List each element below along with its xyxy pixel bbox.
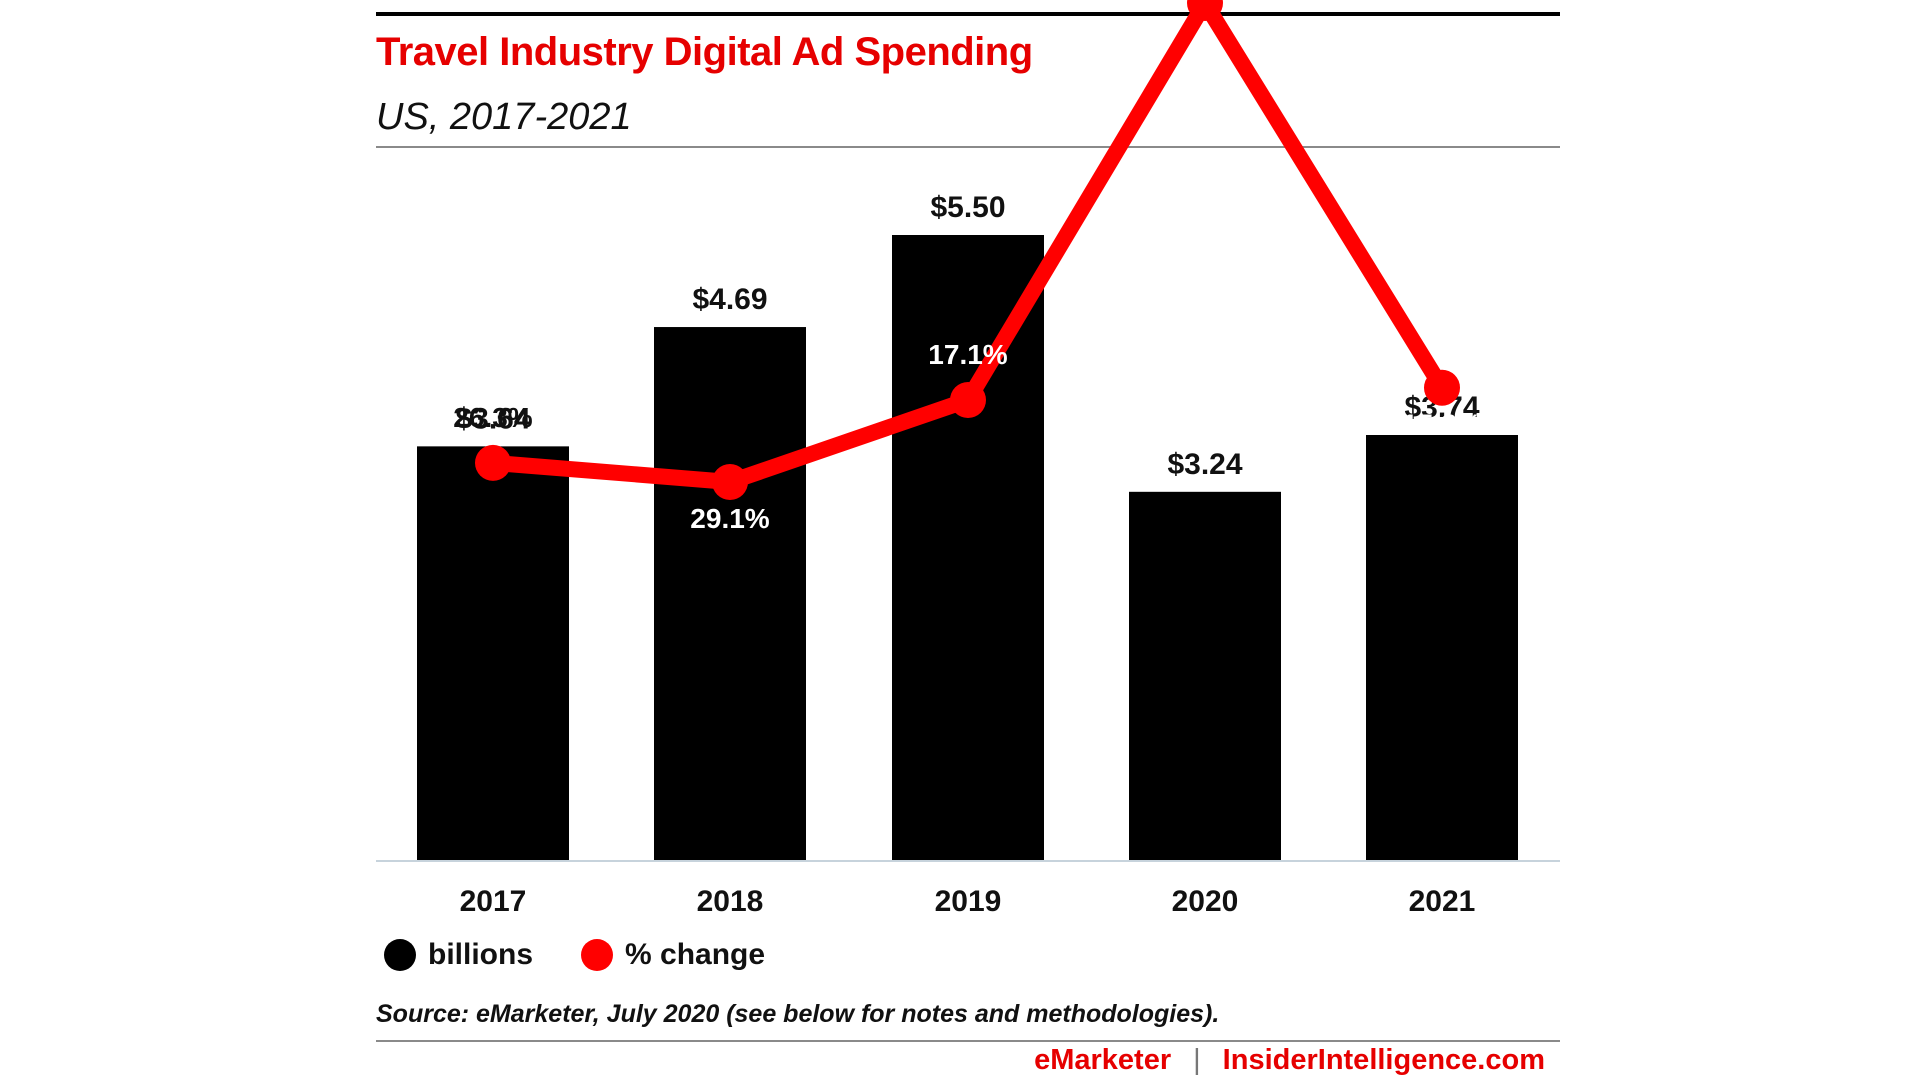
footer-separator: | — [1193, 1044, 1201, 1076]
source-note: Source: eMarketer, July 2020 (see below … — [376, 1000, 1220, 1028]
change-point-2019 — [950, 382, 986, 418]
change-value-label-2018: 29.1% — [690, 503, 769, 534]
change-point-2018 — [712, 463, 748, 500]
bar-2021 — [1366, 435, 1518, 860]
change-point-2017 — [475, 444, 511, 481]
bar-value-label-2020: $3.24 — [1167, 448, 1242, 481]
bar-2017 — [417, 446, 569, 860]
bar-value-label-2019: $5.50 — [930, 191, 1005, 224]
bar-2020 — [1129, 491, 1281, 860]
footer-brand-emarketer: eMarketer — [1034, 1044, 1172, 1076]
chart-subtitle: US, 2017-2021 — [376, 96, 632, 138]
legend-label-billions: billions — [428, 938, 533, 971]
change-value-label-2021: 15.3% — [1402, 409, 1481, 440]
change-point-2021 — [1424, 369, 1460, 406]
legend-item-change: % change — [581, 938, 765, 972]
x-tick-label-2019: 2019 — [935, 885, 1002, 918]
bar-2018 — [654, 327, 806, 861]
top-rule — [376, 12, 1560, 16]
change-value-label-2019: 17.1% — [928, 339, 1007, 370]
x-tick-label-2020: 2020 — [1172, 885, 1239, 918]
x-tick-label-2021: 2021 — [1409, 885, 1476, 918]
footer-brand-site: InsiderIntelligence.com — [1222, 1044, 1545, 1076]
x-tick-label-2017: 2017 — [460, 885, 527, 918]
legend-swatch-change — [581, 939, 613, 971]
legend-swatch-billions — [384, 939, 416, 971]
bar-value-label-2017: $3.64 — [455, 402, 530, 435]
legend-item-billions: billions — [384, 938, 533, 972]
footer-brand: eMarketer | InsiderIntelligence.com — [1034, 1044, 1545, 1077]
header-divider — [376, 146, 1560, 148]
chart-legend: billions % change — [384, 938, 801, 972]
x-tick-label-2018: 2018 — [697, 885, 764, 918]
bar-value-label-2018: $4.69 — [692, 283, 767, 316]
chart-title: Travel Industry Digital Ad Spending — [376, 30, 1033, 74]
change-value-label-2017: 26.3% — [453, 402, 532, 433]
bar-2019 — [892, 235, 1044, 860]
footer-divider — [376, 1040, 1560, 1042]
legend-label-change: % change — [625, 938, 766, 971]
change-point-2020 — [1187, 0, 1223, 21]
